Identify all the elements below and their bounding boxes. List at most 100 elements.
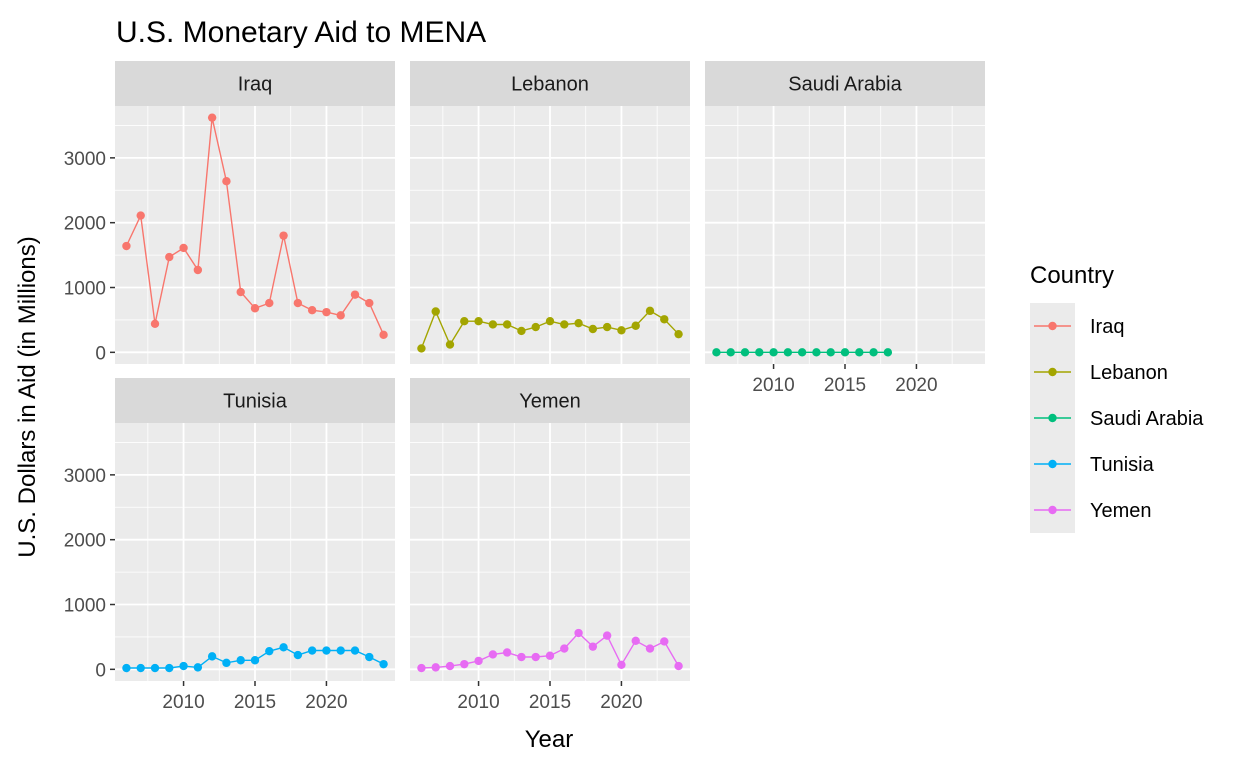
data-point-yemen [574, 628, 583, 638]
data-point-lebanon [631, 321, 640, 330]
legend-label: Tunisia [1090, 454, 1155, 476]
data-point-yemen [445, 661, 455, 671]
legend-item-yemen: Yemen [1030, 487, 1152, 533]
y-tick-label: 2000 [64, 214, 106, 235]
x-tick-label: 2015 [234, 692, 276, 713]
data-point-saudi-arabia [755, 348, 764, 357]
legend-label: Saudi Arabia [1090, 408, 1204, 430]
data-point-iraq [279, 231, 288, 240]
data-point-yemen [660, 637, 669, 646]
data-point-iraq [322, 307, 331, 317]
data-point-lebanon [517, 326, 526, 336]
data-point-tunisia [279, 643, 288, 652]
legend-key-point [1048, 505, 1057, 515]
data-point-saudi-arabia [855, 348, 864, 357]
data-point-tunisia [293, 650, 303, 660]
data-point-yemen [545, 651, 555, 660]
data-point-yemen [645, 644, 655, 653]
y-axis-label: U.S. Dollars in Aid (in Millions) [14, 236, 41, 557]
facet-strip [705, 61, 985, 106]
data-point-lebanon [602, 322, 612, 332]
facet-strip-label: Yemen [519, 391, 581, 413]
facet-panel-lebanon: Lebanon [410, 61, 690, 364]
data-point-lebanon [645, 306, 655, 316]
data-point-yemen [531, 652, 540, 662]
data-point-lebanon [431, 307, 440, 316]
chart-title: U.S. Monetary Aid to MENA [116, 16, 486, 49]
data-point-iraq [150, 319, 160, 329]
facet-panel-yemen: Yemen 2010 2015 2020 [410, 378, 690, 713]
data-point-iraq [293, 298, 303, 308]
data-point-tunisia [336, 646, 345, 655]
data-point-yemen [474, 656, 483, 666]
data-point-iraq [336, 311, 345, 320]
data-point-iraq [250, 304, 260, 313]
x-tick-label: 2010 [752, 375, 794, 396]
facet-panel-iraq: Iraq 0 1000 2000 3000 [64, 61, 395, 364]
data-point-yemen [502, 648, 512, 657]
legend-item-lebanon: Lebanon [1030, 349, 1168, 395]
legend-key-point [1048, 413, 1057, 423]
x-tick-label: 2010 [162, 692, 204, 713]
data-point-iraq [379, 330, 388, 340]
facet-strip [115, 61, 395, 106]
y-tick-label: 0 [95, 660, 106, 681]
data-point-saudi-arabia [826, 348, 835, 357]
data-point-saudi-arabia [840, 348, 850, 357]
data-point-tunisia [122, 663, 131, 673]
facet-panel-saudi-arabia: Saudi Arabia 2010 2015 2020 [705, 61, 985, 396]
legend-key-point [1048, 367, 1057, 377]
y-tick-label: 1000 [64, 279, 106, 300]
data-point-lebanon [460, 317, 469, 326]
data-point-lebanon [560, 320, 569, 329]
legend: Country Iraq Lebanon Saudi Arabia Tunisia Ye… [1030, 262, 1204, 533]
data-point-tunisia [236, 656, 245, 665]
data-point-yemen [674, 661, 683, 671]
x-tick-label: 2010 [457, 692, 499, 713]
data-point-lebanon [617, 326, 626, 335]
data-point-iraq [236, 287, 245, 297]
data-point-tunisia [179, 661, 188, 671]
data-point-lebanon [445, 340, 455, 349]
data-point-iraq [122, 241, 131, 251]
x-tick-label: 2020 [895, 375, 937, 396]
legend-label: Yemen [1090, 500, 1152, 522]
data-point-tunisia [136, 663, 145, 673]
facet-panels: Iraq 0 1000 2000 3000 Lebanon Saudi Arabia 2010… [64, 61, 985, 713]
data-point-yemen [431, 663, 440, 672]
data-point-saudi-arabia [769, 348, 778, 357]
data-point-tunisia [150, 663, 160, 673]
legend-item-saudi-arabia: Saudi Arabia [1030, 395, 1204, 441]
x-tick-label: 2020 [600, 692, 642, 713]
facet-strip [410, 61, 690, 106]
data-point-lebanon [417, 344, 426, 353]
data-point-lebanon [502, 320, 512, 329]
facet-strip [410, 378, 690, 423]
data-point-iraq [165, 252, 174, 262]
data-point-iraq [350, 290, 360, 299]
data-point-yemen [631, 636, 640, 646]
facet-strip [115, 378, 395, 423]
data-point-iraq [365, 298, 374, 308]
data-point-lebanon [574, 318, 583, 328]
data-point-lebanon [531, 322, 540, 332]
data-point-saudi-arabia [712, 348, 721, 357]
legend-item-iraq: Iraq [1030, 303, 1124, 349]
legend-key-point [1048, 459, 1057, 469]
facet-panel-tunisia: Tunisia 0 1000 2000 3000 2010 2015 2020 [64, 378, 395, 713]
data-point-saudi-arabia [797, 348, 807, 357]
x-axis-label: Year [525, 726, 574, 753]
data-point-yemen [417, 663, 426, 673]
y-tick-label: 1000 [64, 596, 106, 617]
y-tick-label: 3000 [64, 466, 106, 487]
data-point-lebanon [488, 320, 498, 329]
data-point-yemen [460, 659, 469, 669]
legend-label: Iraq [1090, 316, 1124, 338]
data-point-tunisia [193, 663, 203, 672]
data-point-tunisia [165, 663, 174, 673]
data-point-tunisia [307, 646, 317, 655]
y-tick-label: 3000 [64, 149, 106, 170]
legend-key-point [1048, 321, 1057, 331]
y-tick-label: 2000 [64, 531, 106, 552]
